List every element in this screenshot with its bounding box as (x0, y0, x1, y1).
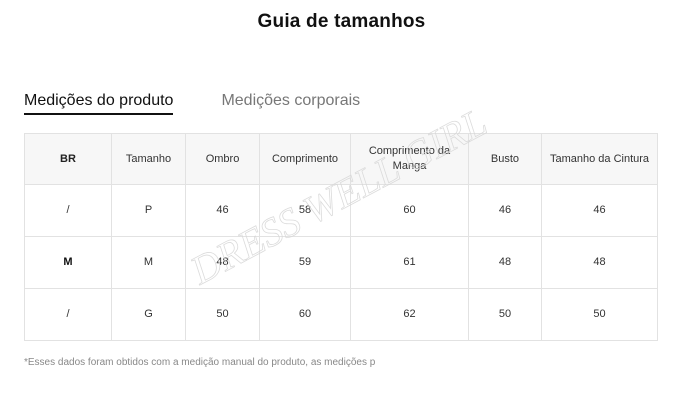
table-cell-length: 59 (259, 236, 351, 289)
table-cell-waist: 50 (541, 288, 658, 341)
table-cell-bust: 50 (468, 288, 542, 341)
table-cell-sleeve-length: 62 (350, 288, 469, 341)
table-row: / G 50 60 62 50 50 (24, 288, 658, 341)
table-cell-bust: 48 (468, 236, 542, 289)
column-header-bust: Busto (468, 133, 542, 185)
table-cell-shoulder: 46 (185, 184, 260, 237)
column-header-shoulder: Ombro (185, 133, 260, 185)
table-cell-sleeve-length: 60 (350, 184, 469, 237)
table-header-row: BR Tamanho Ombro Comprimento Comprimento… (24, 133, 658, 185)
table-row: M M 48 59 61 48 48 (24, 236, 658, 289)
column-header-length: Comprimento (259, 133, 351, 185)
column-header-sleeve-length: Comprimento da Manga (350, 133, 469, 185)
table-cell-shoulder: 48 (185, 236, 260, 289)
column-header-waist: Tamanho da Cintura (541, 133, 658, 185)
measurement-tabs: Medições do produto Medições corporais (24, 92, 360, 115)
column-header-size: Tamanho (111, 133, 186, 185)
footnote: *Esses dados foram obtidos com a medição… (24, 357, 376, 368)
table-cell-br: / (24, 184, 112, 237)
size-table: BR Tamanho Ombro Comprimento Comprimento… (24, 133, 658, 341)
table-cell-length: 58 (259, 184, 351, 237)
table-cell-br: M (24, 236, 112, 289)
table-row: / P 46 58 60 46 46 (24, 184, 658, 237)
table-cell-shoulder: 50 (185, 288, 260, 341)
tab-product-measurements[interactable]: Medições do produto (24, 92, 174, 115)
page-title: Guia de tamanhos (257, 11, 426, 32)
table-cell-br: / (24, 288, 112, 341)
tab-body-measurements[interactable]: Medições corporais (221, 92, 361, 109)
table-cell-waist: 48 (541, 236, 658, 289)
table-cell-bust: 46 (468, 184, 542, 237)
table-cell-length: 60 (259, 288, 351, 341)
table-cell-size: G (111, 288, 186, 341)
column-header-br: BR (24, 133, 112, 185)
table-cell-size: M (111, 236, 186, 289)
table-cell-waist: 46 (541, 184, 658, 237)
table-cell-sleeve-length: 61 (350, 236, 469, 289)
table-cell-size: P (111, 184, 186, 237)
